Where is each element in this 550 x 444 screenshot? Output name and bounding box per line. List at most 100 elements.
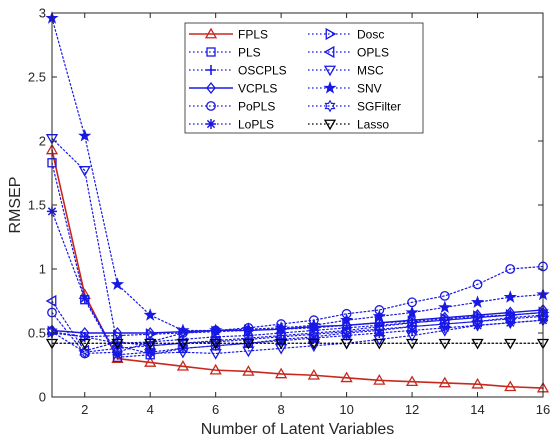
data-point-popls [439, 290, 450, 301]
data-point-snv [372, 309, 386, 322]
data-point-popls [472, 279, 483, 290]
data-point-msc [275, 343, 288, 355]
series-line-dosc [51, 311, 544, 338]
data-point-sgfilter [210, 334, 222, 348]
y-tick-label: 0.5 [28, 326, 46, 341]
data-point-fpls [373, 374, 386, 385]
data-point-sgfilter [406, 316, 418, 330]
x-tick-label: 12 [405, 402, 419, 417]
data-point-sgfilter [373, 320, 385, 333]
data-point-sgfilter [504, 308, 516, 322]
legend-marker [204, 27, 218, 39]
x-tick-label: 16 [536, 402, 550, 417]
data-point-msc [405, 331, 419, 342]
data-point-snv [340, 313, 354, 326]
data-point-lopls [112, 349, 123, 360]
legend-label: VCPLS [238, 82, 277, 96]
legend-marker [323, 45, 335, 59]
x-axis-label: Number of Latent Variables [201, 421, 395, 438]
data-point-snv [470, 295, 485, 308]
data-point-sgfilter [79, 345, 91, 359]
series-line-pls [51, 162, 544, 358]
legend-marker [206, 119, 216, 129]
y-axis-label: RMSEP [7, 177, 24, 234]
data-point-snv [209, 323, 223, 337]
legend-item-popls: PoPLS [189, 100, 275, 114]
data-point-sgfilter [341, 324, 353, 337]
data-point-lasso [504, 338, 517, 350]
legend-marker [325, 27, 337, 41]
legend-box [184, 22, 424, 134]
series-lasso [45, 338, 550, 350]
legend-item-dosc: Dosc [308, 28, 384, 42]
legend-label: Lasso [357, 118, 389, 132]
series-line-vcpls [51, 309, 544, 334]
data-point-msc [471, 320, 484, 332]
legend-item-lasso: Lasso [308, 118, 389, 132]
data-point-msc [144, 349, 157, 360]
data-point-lopls [145, 347, 156, 358]
series-line-sgfilter [51, 311, 544, 353]
data-point-lasso [471, 338, 484, 350]
legend-marker [206, 47, 216, 57]
x-tick-label: 10 [339, 402, 353, 417]
data-point-lopls [407, 325, 418, 336]
legend-item-vcpls: VCPLS [189, 82, 277, 96]
legend-label: MSC [357, 64, 384, 78]
x-tick-label: 2 [81, 402, 88, 417]
legend-item-lopls: LoPLS [189, 118, 274, 132]
data-point-lasso [176, 338, 190, 350]
legend-label: OSCPLS [238, 64, 287, 78]
legend-marker [206, 101, 216, 111]
data-point-popls [505, 264, 516, 274]
x-tick-label: 14 [470, 402, 484, 417]
data-point-fpls [307, 368, 320, 380]
data-point-snv [176, 323, 190, 337]
series-line-msc [51, 137, 544, 355]
data-point-fpls [242, 365, 255, 376]
legend-label: FPLS [238, 28, 268, 42]
data-point-dosc [538, 306, 550, 319]
legend-label: PLS [238, 46, 261, 60]
data-point-lopls [374, 328, 385, 338]
series-line-opls [51, 300, 544, 352]
data-point-sgfilter [308, 326, 320, 340]
legend-item-snv: SNV [308, 81, 382, 96]
x-tick-label: 4 [147, 402, 154, 417]
x-tick-label: 6 [212, 402, 219, 417]
data-point-lasso [242, 338, 255, 350]
data-point-msc [438, 326, 451, 337]
legend-marker [206, 65, 216, 75]
data-point-snv [143, 308, 157, 321]
y-tick-label: 2.5 [28, 70, 46, 85]
data-point-lasso [340, 338, 353, 350]
data-point-opls [45, 294, 57, 308]
legend-label: PoPLS [238, 100, 275, 114]
data-point-msc [504, 318, 517, 330]
legend-label: SNV [357, 82, 382, 96]
data-point-sgfilter [275, 329, 287, 342]
data-point-lopls [439, 322, 450, 333]
data-point-fpls [275, 367, 288, 379]
legend-item-fpls: FPLS [189, 28, 268, 42]
data-point-lasso [405, 338, 419, 350]
data-point-snv [241, 322, 255, 335]
data-point-lasso [144, 338, 157, 350]
data-point-dosc [145, 328, 157, 341]
data-point-fpls [209, 363, 222, 375]
y-tick-label: 3 [39, 6, 46, 21]
data-point-lopls [79, 293, 90, 304]
data-point-lasso [209, 338, 222, 350]
data-point-snv [110, 277, 125, 290]
data-point-opls [405, 320, 417, 333]
legend-marker [324, 99, 336, 113]
series-snv [45, 11, 550, 337]
data-point-dosc [47, 325, 59, 338]
legend-marker [206, 81, 216, 95]
data-point-fpls [144, 356, 157, 367]
y-tick-label: 1 [39, 262, 46, 277]
data-point-lasso [111, 338, 124, 350]
legend-item-oscpls: OSCPLS [189, 64, 287, 78]
data-point-snv [78, 128, 92, 142]
